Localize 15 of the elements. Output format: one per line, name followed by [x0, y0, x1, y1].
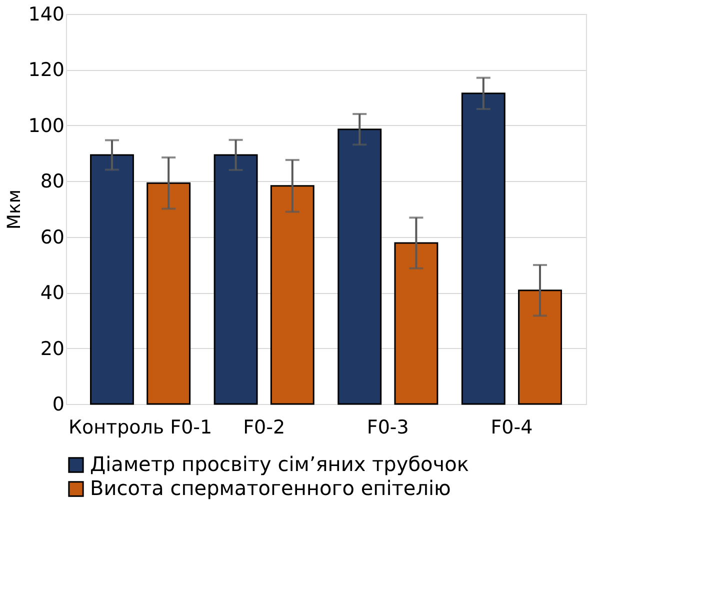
x-tick-label: F0-4 [490, 416, 533, 438]
legend-label: Діаметр просвіту сім’яних трубочок [90, 452, 469, 476]
y-tick-label: 60 [40, 226, 64, 248]
y-tick-label: 40 [40, 282, 64, 304]
x-tick-label: Контроль F0-1 [68, 416, 212, 438]
y-tick-label: 80 [40, 170, 64, 193]
x-tick-label: F0-2 [243, 416, 286, 438]
y-tick-label: 20 [40, 338, 64, 360]
y-tick-label: 0 [52, 394, 64, 416]
legend-label: Висота сперматогенного епітелію [90, 476, 451, 500]
y-axis-title: Мкм [4, 190, 26, 230]
y-tick-label: 140 [28, 4, 64, 26]
y-tick-label: 100 [28, 114, 64, 137]
y-tick-label: 120 [28, 59, 64, 82]
x-tick-label: F0-3 [366, 416, 409, 438]
